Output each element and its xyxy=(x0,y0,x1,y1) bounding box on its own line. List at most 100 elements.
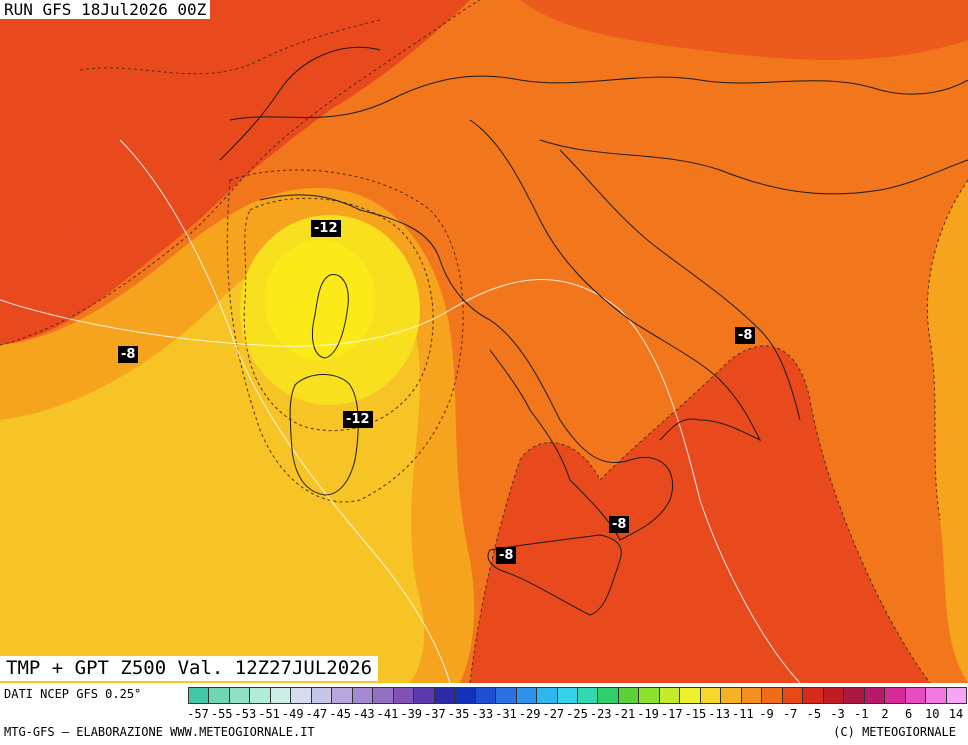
legend-tick-label: -39 xyxy=(400,707,423,721)
temp-field-red-ne xyxy=(520,0,968,60)
legend-tick-label: -5 xyxy=(806,707,822,721)
legend-swatch xyxy=(617,687,640,704)
legend-swatch xyxy=(351,687,374,704)
footer: DATI NCEP GFS 0.25° -57 -55 -53 -51 -49 -47 -4… xyxy=(0,683,968,745)
legend-tick-label: -45 xyxy=(329,707,351,721)
legend-swatch xyxy=(269,687,292,704)
legend-swatch xyxy=(945,687,967,704)
legend-swatch xyxy=(474,687,497,704)
legend-tick-label: -3 xyxy=(830,707,845,721)
legend-swatch xyxy=(904,687,927,704)
sicily-coastline xyxy=(487,534,622,616)
isotherm-line xyxy=(0,0,481,346)
legend-tick-label: -27 xyxy=(542,707,565,721)
temp-field-red-west-lobe xyxy=(0,217,110,340)
legend-tick-label: -1 xyxy=(854,707,869,721)
legend-tick-label: -15 xyxy=(684,707,707,721)
legend-tick-label: -33 xyxy=(471,707,494,721)
legend-swatch xyxy=(188,687,210,704)
legend-swatch xyxy=(761,687,783,704)
legend-swatch xyxy=(781,687,804,704)
legend-swatch xyxy=(413,687,435,704)
balkan-borders xyxy=(539,139,968,195)
legend-swatch xyxy=(495,687,517,704)
legend-tick-label: -25 xyxy=(566,707,588,721)
legend-swatch xyxy=(597,687,619,704)
weather-map xyxy=(0,0,968,683)
run-label: RUN GFS 18Jul2026 00Z xyxy=(0,0,211,19)
legend-tick-label: -11 xyxy=(731,707,754,721)
legend-tick-label: -17 xyxy=(660,707,683,721)
legend-tick-label: -31 xyxy=(495,707,517,721)
cold-core-inner xyxy=(265,240,375,360)
legend-swatch xyxy=(515,687,538,704)
isotherm-line xyxy=(79,19,381,75)
italy-coastline xyxy=(259,194,674,541)
corsica-coastline xyxy=(312,274,349,359)
isotherm-label: -8 xyxy=(118,346,139,363)
legend-swatch xyxy=(249,687,271,704)
legend-tick-label: -23 xyxy=(589,707,612,721)
legend-tick-label: -43 xyxy=(352,707,375,721)
legend-tick-label: -49 xyxy=(281,707,304,721)
legend-swatch xyxy=(863,687,886,704)
legend-swatch xyxy=(822,687,845,704)
geopotential-lines xyxy=(0,139,801,683)
legend-swatch xyxy=(720,687,742,704)
legend-tick-label: -37 xyxy=(424,707,446,721)
legend-tick-label: 6 xyxy=(905,707,913,721)
isotherms xyxy=(0,0,968,683)
geopotential-line xyxy=(0,279,801,683)
legend-swatch xyxy=(884,687,906,704)
geopotential-line xyxy=(119,139,451,683)
legend-swatch xyxy=(433,687,456,704)
sardinia-coastline xyxy=(289,374,359,496)
country-borders xyxy=(219,46,381,161)
legend-swatch xyxy=(228,687,251,704)
map-title: TMP + GPT Z500 Val. 12Z27JUL2026 xyxy=(0,656,379,681)
legend-swatch xyxy=(679,687,701,704)
legend-swatch xyxy=(577,687,599,704)
legend-tick-label: -53 xyxy=(234,707,257,721)
legend-swatch xyxy=(310,687,333,704)
isotherm-label: -8 xyxy=(609,516,630,533)
isotherm-line xyxy=(469,459,521,683)
legend-tick-label: -19 xyxy=(637,707,659,721)
credit-left: MTG-GFS — ELABORAZIONE WWW.METEOGIORNALE… xyxy=(4,725,315,739)
legend-swatch xyxy=(556,687,578,704)
temp-field-red-south xyxy=(470,345,930,683)
isotherm-label: -12 xyxy=(343,411,373,428)
isotherm-line xyxy=(926,179,968,521)
legend-tick-label: -29 xyxy=(518,707,541,721)
credit-right: (C) METEOGIORNALE xyxy=(833,725,956,739)
legend-swatch xyxy=(331,687,353,704)
legend-swatch xyxy=(843,687,865,704)
legend-tick-label: 14 xyxy=(948,707,964,721)
isotherm-label: -12 xyxy=(311,220,341,237)
legend-swatch xyxy=(638,687,660,704)
legend-swatch xyxy=(392,687,415,704)
legend-tick-label: -47 xyxy=(305,707,328,721)
legend-tick-label: -35 xyxy=(447,707,470,721)
legend-swatch xyxy=(802,687,824,704)
legend-swatch xyxy=(740,687,763,704)
legend-tick-label: -7 xyxy=(782,707,798,721)
source-note: DATI NCEP GFS 0.25° xyxy=(4,687,142,701)
legend-swatch xyxy=(699,687,722,704)
legend-swatch xyxy=(925,687,947,704)
temp-field-amber-east xyxy=(927,180,968,683)
legend-swatch xyxy=(372,687,394,704)
isotherm-label: -8 xyxy=(735,327,756,344)
legend-tick-label: -9 xyxy=(759,707,774,721)
legend-swatch xyxy=(454,687,476,704)
legend-tick-label: -21 xyxy=(613,707,636,721)
legend-tick-label: -51 xyxy=(258,707,280,721)
legend-tick-label: -55 xyxy=(210,707,233,721)
legend-swatch xyxy=(658,687,681,704)
legend-tick-label: 10 xyxy=(925,707,940,721)
legend-swatch xyxy=(290,687,312,704)
country-borders xyxy=(229,75,968,121)
adriatic-east-coast xyxy=(559,149,801,421)
legend-tick-label: -57 xyxy=(187,707,209,721)
legend-tick-label: -41 xyxy=(376,707,399,721)
